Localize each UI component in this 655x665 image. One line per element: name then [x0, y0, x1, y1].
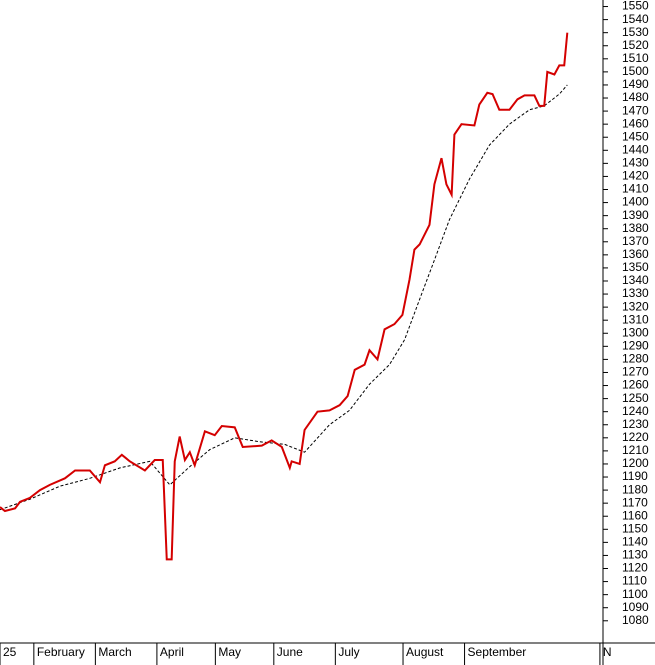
y-tick-label: 1180 — [622, 482, 648, 496]
y-tick-label: 1220 — [622, 430, 649, 444]
y-tick-label: 1230 — [622, 417, 649, 431]
x-tick-label: February — [37, 645, 85, 659]
y-tick-label: 1310 — [622, 312, 649, 326]
y-tick-label: 1100 — [622, 587, 648, 601]
y-tick-label: 1400 — [622, 195, 649, 209]
y-tick-label: 1510 — [622, 51, 649, 65]
y-tick-label: 1160 — [622, 508, 648, 522]
x-tick-label: March — [98, 645, 131, 659]
y-tick-label: 1080 — [622, 613, 649, 627]
y-tick-label: 1240 — [622, 404, 649, 418]
y-tick-label: 1500 — [622, 64, 649, 78]
x-tick-label: April — [160, 645, 184, 659]
y-tick-label: 1430 — [622, 156, 649, 170]
y-tick-label: 1250 — [622, 391, 649, 405]
x-tick-label: June — [277, 645, 303, 659]
y-tick-label: 1110 — [622, 574, 647, 588]
y-tick-label: 1520 — [622, 38, 649, 52]
price-line — [0, 32, 569, 561]
y-tick-label: 1140 — [622, 535, 648, 549]
y-tick-label: 1450 — [622, 129, 649, 143]
x-tick-label: August — [406, 645, 444, 659]
y-tick-label: 1340 — [622, 273, 649, 287]
y-tick-label: 1280 — [622, 352, 649, 366]
x-tick-label: N — [603, 645, 612, 659]
y-tick-label: 1270 — [622, 365, 649, 379]
x-tick-label: July — [338, 645, 359, 659]
y-tick-label: 1170 — [622, 495, 648, 509]
y-tick-label: 1550 — [622, 0, 649, 13]
y-tick-label: 1290 — [622, 339, 649, 353]
y-tick-label: 1300 — [622, 325, 649, 339]
y-tick-label: 1540 — [622, 12, 649, 26]
y-tick-label: 1470 — [622, 103, 649, 117]
y-tick-label: 1460 — [622, 116, 649, 130]
y-tick-label: 1120 — [622, 561, 648, 575]
y-tick-label: 1150 — [622, 521, 648, 535]
y-tick-label: 1190 — [622, 469, 648, 483]
y-tick-label: 1530 — [622, 25, 649, 39]
moving-average-line — [0, 84, 568, 511]
y-tick-label: 1260 — [622, 378, 649, 392]
x-tick-label: May — [218, 645, 241, 659]
y-tick-label: 1320 — [622, 299, 649, 313]
y-tick-label: 1480 — [622, 90, 649, 104]
y-tick-label: 1130 — [622, 548, 648, 562]
y-tick-label: 1370 — [622, 234, 649, 248]
y-tick-label: 1330 — [622, 286, 649, 300]
y-tick-label: 1350 — [622, 260, 649, 274]
y-tick-label: 1440 — [622, 142, 649, 156]
x-tick-label: 25 — [3, 645, 17, 659]
y-tick-label: 1410 — [622, 182, 649, 196]
x-tick-label: September — [468, 645, 527, 659]
y-tick-label: 1380 — [622, 221, 649, 235]
y-tick-label: 1200 — [622, 456, 649, 470]
y-tick-label: 1090 — [622, 600, 649, 614]
y-tick-label: 1420 — [622, 169, 649, 183]
y-tick-label: 1390 — [622, 208, 649, 222]
y-tick-label: 1360 — [622, 247, 649, 261]
y-tick-label: 1490 — [622, 77, 649, 91]
y-tick-label: 1210 — [622, 443, 649, 457]
